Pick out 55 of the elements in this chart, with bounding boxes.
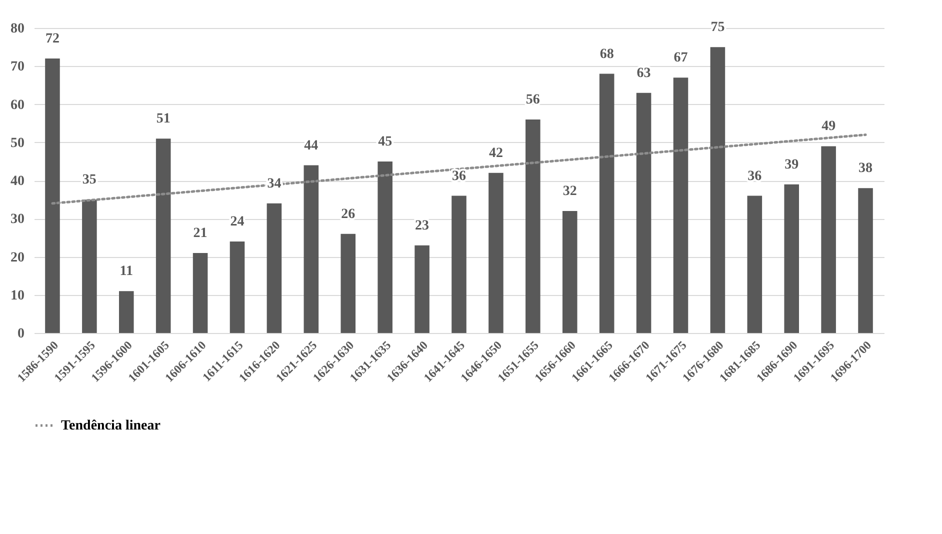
data-label: 56 <box>526 92 540 108</box>
data-label: 67 <box>674 50 688 66</box>
data-label: 23 <box>415 218 430 234</box>
data-label: 75 <box>710 20 725 36</box>
data-label: 21 <box>193 226 208 241</box>
data-label: 39 <box>784 157 799 172</box>
bar <box>82 200 97 333</box>
bar <box>599 74 614 333</box>
data-label: 26 <box>341 206 356 222</box>
data-label: 63 <box>636 66 651 81</box>
bar <box>858 188 873 333</box>
data-label: 68 <box>600 46 614 62</box>
legend-label: Tendência linear <box>61 418 160 434</box>
y-tick-label: 50 <box>10 136 24 151</box>
bar <box>673 78 688 333</box>
data-label: 35 <box>82 172 96 188</box>
bar <box>230 242 245 333</box>
data-label: 44 <box>304 138 318 154</box>
y-tick-label: 60 <box>10 98 24 113</box>
y-tick-label: 30 <box>10 212 24 228</box>
bar <box>488 172 504 333</box>
bar <box>156 138 171 333</box>
bar <box>636 92 652 333</box>
y-tick-label: 80 <box>10 22 24 36</box>
bar <box>414 245 430 333</box>
bar <box>119 291 134 333</box>
bar <box>304 165 319 333</box>
bar <box>562 211 578 333</box>
bar <box>452 196 466 333</box>
bar <box>526 120 540 333</box>
data-label: 42 <box>488 146 503 161</box>
data-label: 45 <box>378 134 392 150</box>
y-tick-label: 20 <box>10 250 24 266</box>
y-tick-label: 10 <box>10 288 24 304</box>
bar <box>784 184 799 333</box>
bar <box>45 58 60 333</box>
data-label: 24 <box>230 214 244 230</box>
bar <box>821 146 836 333</box>
data-label: 49 <box>822 119 836 134</box>
bar <box>266 203 282 333</box>
data-label: 72 <box>45 32 60 46</box>
data-label: 11 <box>120 264 134 280</box>
y-tick-label: 70 <box>10 60 24 75</box>
bar <box>378 161 392 333</box>
data-label: 51 <box>156 112 170 127</box>
bar <box>747 196 762 333</box>
bar <box>340 234 356 333</box>
y-tick-label: 0 <box>18 326 24 342</box>
data-label: 36 <box>748 168 762 184</box>
data-label: 32 <box>562 184 577 199</box>
bar <box>710 47 726 333</box>
data-label: 38 <box>858 161 873 176</box>
y-tick-label: 40 <box>10 174 24 189</box>
bar <box>192 252 208 333</box>
data-label: 36 <box>452 168 466 184</box>
